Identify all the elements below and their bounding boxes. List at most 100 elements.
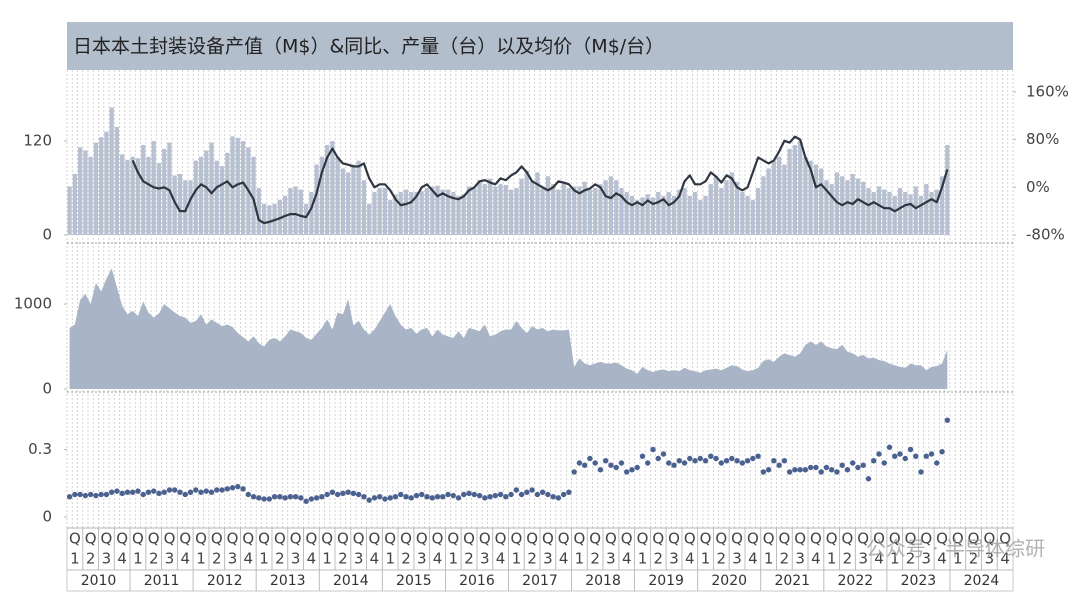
- bar: [845, 180, 850, 235]
- bar: [939, 176, 945, 235]
- bar: [855, 178, 861, 235]
- quarter-number: 3: [102, 550, 112, 568]
- quarter-prefix: Q: [69, 530, 81, 548]
- point: [419, 491, 425, 498]
- bar: [146, 156, 151, 235]
- point: [124, 489, 131, 495]
- point: [161, 489, 167, 495]
- bar: [545, 176, 550, 235]
- point: [855, 464, 861, 471]
- quarter-number: 2: [527, 550, 537, 568]
- bar: [577, 186, 582, 235]
- point: [634, 464, 640, 471]
- point: [497, 491, 504, 498]
- bar: [382, 188, 388, 235]
- quarter-number: 4: [370, 550, 380, 568]
- bar: [619, 188, 624, 235]
- bar: [798, 141, 803, 235]
- point: [87, 491, 94, 498]
- bar: [335, 156, 340, 235]
- point: [928, 451, 935, 457]
- quarter-number: 2: [275, 550, 285, 568]
- point: [671, 462, 677, 468]
- bar: [508, 189, 514, 235]
- point: [886, 444, 893, 450]
- quarter-prefix: Q: [495, 530, 507, 548]
- quarter-prefix: Q: [605, 530, 617, 548]
- bar: [608, 176, 614, 235]
- bar: [398, 191, 403, 235]
- year-label: 2019: [648, 573, 684, 589]
- quarter-number: 2: [401, 550, 411, 568]
- point: [324, 491, 330, 498]
- point: [592, 460, 598, 466]
- quarter-prefix: Q: [526, 530, 538, 548]
- bar: [330, 141, 335, 235]
- point: [298, 495, 304, 501]
- point: [602, 458, 609, 464]
- point: [198, 489, 204, 495]
- bar: [698, 199, 703, 235]
- year-label: 2011: [144, 573, 180, 589]
- bar: [172, 175, 177, 235]
- point: [329, 489, 336, 495]
- point: [371, 495, 378, 501]
- quarter-prefix: Q: [416, 530, 428, 548]
- quarter-number: 1: [449, 550, 459, 568]
- point: [503, 494, 509, 500]
- bar: [813, 164, 819, 235]
- point: [797, 467, 803, 473]
- y2-tick-label: 80%: [1026, 130, 1059, 148]
- bar: [787, 148, 792, 235]
- quarter-prefix: Q: [652, 530, 664, 548]
- quarter-number: 3: [922, 550, 932, 568]
- point: [813, 464, 819, 471]
- point: [650, 446, 656, 453]
- point: [828, 467, 835, 473]
- point: [786, 469, 793, 475]
- point: [844, 467, 851, 473]
- quarter-number: 2: [717, 550, 727, 568]
- quarter-prefix: Q: [574, 530, 586, 548]
- bar: [293, 186, 298, 235]
- y-tick-label: 1000: [14, 295, 52, 313]
- bar: [871, 191, 876, 235]
- bar: [78, 147, 83, 235]
- quarter-number: 2: [464, 550, 474, 568]
- point: [776, 462, 782, 468]
- quarter-prefix: Q: [463, 530, 475, 548]
- bar: [624, 191, 629, 235]
- bar: [897, 188, 903, 235]
- point: [219, 487, 225, 493]
- point: [98, 491, 104, 498]
- bar: [367, 203, 372, 235]
- bar: [614, 180, 619, 235]
- chart-title: 日本本土封装设备产值（M$）&同比、产量（台）以及均价（M$/台）: [73, 36, 664, 58]
- bar: [713, 176, 719, 235]
- point: [476, 492, 483, 499]
- bar: [461, 194, 466, 235]
- bar: [803, 156, 808, 235]
- bar: [640, 197, 645, 235]
- bar: [834, 172, 840, 235]
- point: [340, 490, 346, 497]
- point: [208, 489, 215, 495]
- bar: [104, 131, 109, 235]
- point: [524, 489, 530, 495]
- quarter-prefix: Q: [873, 530, 885, 548]
- year-label: 2022: [838, 573, 874, 589]
- bar: [393, 194, 398, 235]
- bar: [424, 188, 430, 235]
- bar: [740, 191, 745, 235]
- bar: [177, 173, 183, 235]
- point: [303, 498, 309, 504]
- point: [382, 496, 388, 502]
- quarter-number: 3: [228, 550, 238, 568]
- bar: [99, 137, 104, 235]
- bar: [593, 188, 598, 235]
- point: [581, 462, 588, 468]
- point: [823, 464, 830, 471]
- bar: [908, 194, 913, 235]
- bar: [235, 137, 240, 235]
- bar: [388, 199, 393, 235]
